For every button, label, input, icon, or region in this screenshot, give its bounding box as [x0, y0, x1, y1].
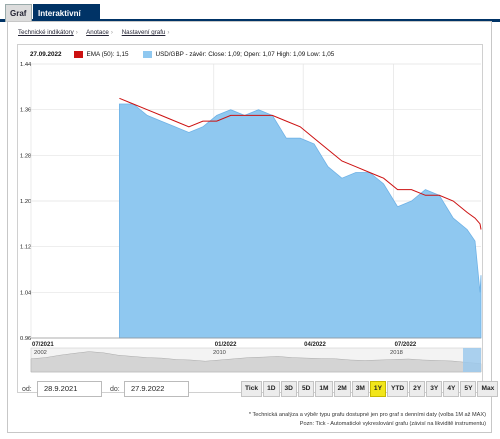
- y-tick-label: 1.04: [20, 290, 32, 296]
- y-tick-label: 1.20: [20, 199, 31, 205]
- chevron-right-icon: ›: [167, 29, 170, 36]
- zoom-button-2y[interactable]: 2Y: [409, 381, 426, 397]
- ema-swatch: [73, 51, 83, 58]
- footnotes: * Technická analýza a výběr typu grafu d…: [249, 411, 486, 429]
- chart-area[interactable]: 27.09.2022 EMA (50): 1,15 USD/GBP - závě…: [17, 44, 483, 393]
- footnote-technical: * Technická analýza a výběr typu grafu d…: [248, 412, 486, 418]
- zoom-button-ytd[interactable]: YTD: [386, 381, 409, 397]
- zoom-button-3m[interactable]: 3M: [351, 381, 369, 397]
- tab-interactive-chart[interactable]: Interaktivní graf: [33, 4, 100, 36]
- legend-date: 27.09.2022: [30, 51, 62, 58]
- legend-ema: EMA (50): 1,15: [86, 51, 129, 58]
- price-swatch: [142, 51, 152, 58]
- y-tick-label: 0.96: [20, 336, 31, 342]
- zoom-button-5d[interactable]: 5D: [297, 381, 315, 397]
- chevron-right-icon: ›: [110, 29, 113, 36]
- to-label: do:: [110, 386, 120, 393]
- navigator-year-label: 2010: [213, 350, 226, 356]
- y-tick-label: 1.44: [20, 62, 32, 68]
- navigator-series: [30, 351, 482, 373]
- chevron-right-icon: ›: [75, 29, 78, 36]
- zoom-button-4y[interactable]: 4Y: [443, 381, 460, 397]
- tab-graf[interactable]: Graf: [5, 4, 32, 22]
- from-label: od:: [22, 386, 32, 393]
- x-tick-label: 04/2022: [304, 342, 326, 348]
- technical-indicators-link[interactable]: Technické indikátory: [18, 29, 74, 36]
- chart-toolbar: Technické indikátory › Anotace › Nastavení…: [18, 29, 176, 36]
- navigator-year-label: 2002: [34, 350, 47, 356]
- zoom-button-1y[interactable]: 1Y: [369, 381, 386, 397]
- y-tick-label: 1.36: [20, 108, 31, 114]
- chart-legend: 27.09.2022 EMA (50): 1,15 USD/GBP - závě…: [30, 51, 334, 58]
- zoom-buttons: Tick 1D 3D 5D 1M 2M 3M 1Y YTD 2Y 3Y 4Y 5Y Max: [241, 381, 499, 397]
- from-date-input[interactable]: 28.9.2021: [37, 381, 102, 397]
- x-tick-label: 07/2022: [395, 342, 417, 348]
- chart-panel: Technické indikátory › Anotace › Nastavení…: [7, 21, 499, 433]
- zoom-button-tick[interactable]: Tick: [241, 381, 263, 397]
- tab-bar: Graf Interaktivní graf: [0, 0, 500, 36]
- to-date-input[interactable]: 27.9.2022: [124, 381, 189, 397]
- legend-price: USD/GBP - závěr: Close: 1,09; Open: 1,07…: [155, 51, 335, 58]
- zoom-button-3y[interactable]: 3Y: [426, 381, 443, 397]
- y-tick-label: 1.28: [20, 153, 31, 159]
- x-tick-label: 07/2021: [32, 342, 54, 348]
- zoom-button-3d[interactable]: 3D: [280, 381, 297, 397]
- x-tick-label: 01/2022: [215, 342, 237, 348]
- zoom-button-1d[interactable]: 1D: [263, 381, 280, 397]
- ema-line: [119, 97, 482, 230]
- range-controls: od: 28.9.2021 do: 27.9.2022 Tick 1D 3D 5D 1M…: [17, 380, 499, 402]
- zoom-button-max[interactable]: Max: [477, 381, 499, 397]
- annotations-link[interactable]: Anotace: [86, 29, 109, 36]
- price-area: [118, 103, 482, 339]
- zoom-button-2m[interactable]: 2M: [333, 381, 351, 397]
- zoom-button-1m[interactable]: 1M: [315, 381, 333, 397]
- zoom-button-5y[interactable]: 5Y: [460, 381, 477, 397]
- navigator-year-label: 2018: [390, 350, 403, 356]
- chart-settings-link[interactable]: Nastavení grafu: [121, 29, 166, 36]
- navigator-selection: [463, 348, 481, 372]
- y-tick-label: 1.12: [20, 245, 31, 251]
- footnote-tick: Pozn: Tick - Automatické vykreslování gr…: [299, 421, 486, 427]
